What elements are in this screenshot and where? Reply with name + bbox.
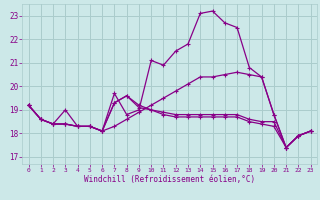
X-axis label: Windchill (Refroidissement éolien,°C): Windchill (Refroidissement éolien,°C): [84, 175, 255, 184]
